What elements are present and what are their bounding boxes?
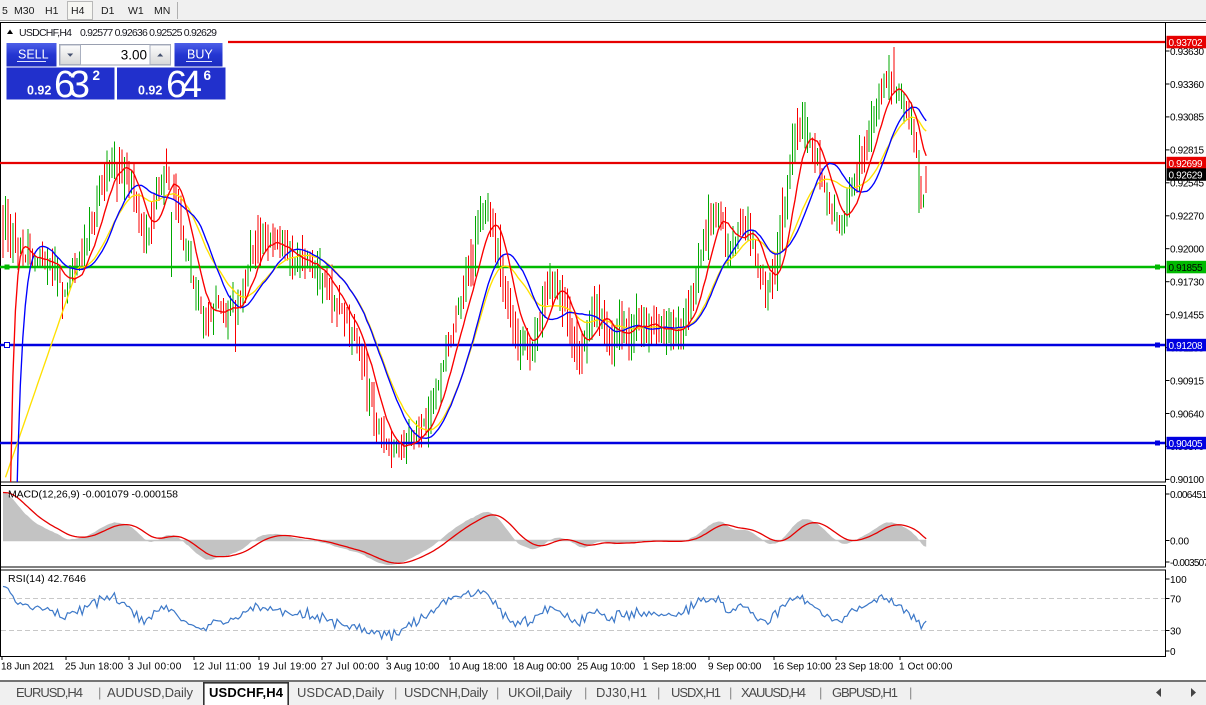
svg-text:RSI(14) 42.7646: RSI(14) 42.7646: [8, 573, 86, 585]
svg-text:H1: H1: [45, 5, 59, 17]
svg-text:USDX,H1: USDX,H1: [671, 685, 721, 700]
svg-text:0.90640: 0.90640: [1170, 409, 1204, 420]
svg-text:63: 63: [54, 64, 90, 106]
svg-text:USDCAD,Daily: USDCAD,Daily: [297, 685, 385, 700]
svg-text:3 Jul 00:00: 3 Jul 00:00: [128, 662, 182, 673]
svg-text:0.92: 0.92: [27, 84, 51, 98]
svg-text:|: |: [819, 685, 822, 700]
svg-text:6: 6: [204, 68, 212, 83]
svg-text:D1: D1: [101, 5, 115, 17]
svg-text:12 Jul 11:00: 12 Jul 11:00: [193, 662, 252, 673]
svg-text:0.90405: 0.90405: [1169, 439, 1203, 450]
svg-text:DJ30,H1: DJ30,H1: [596, 685, 647, 700]
svg-text:30: 30: [1170, 626, 1182, 637]
svg-text:1 Oct 00:00: 1 Oct 00:00: [899, 662, 953, 673]
svg-text:|: |: [909, 685, 912, 700]
svg-text:0.006451: 0.006451: [1170, 490, 1206, 501]
svg-text:0.92699: 0.92699: [1169, 159, 1203, 170]
svg-text:H4: H4: [71, 5, 85, 17]
svg-text:USDCNH,Daily: USDCNH,Daily: [404, 685, 489, 700]
svg-text:0.91455: 0.91455: [1170, 310, 1204, 321]
svg-text:19 Jul 19:00: 19 Jul 19:00: [258, 662, 317, 673]
svg-text:0.93085: 0.93085: [1170, 113, 1204, 124]
svg-text:64: 64: [166, 64, 202, 106]
svg-text:USDCHF,H4: USDCHF,H4: [209, 685, 284, 700]
svg-text:10 Aug 18:00: 10 Aug 18:00: [449, 662, 508, 673]
svg-text:0.90915: 0.90915: [1170, 376, 1204, 387]
svg-text:0.00: 0.00: [1170, 536, 1189, 547]
svg-text:0.91208: 0.91208: [1169, 341, 1203, 352]
svg-text:0: 0: [1170, 647, 1176, 658]
svg-text:3 Aug 10:00: 3 Aug 10:00: [386, 662, 440, 673]
svg-text:23 Sep 18:00: 23 Sep 18:00: [835, 662, 894, 673]
svg-text:5: 5: [2, 5, 8, 17]
svg-text:USDCHF,H4: USDCHF,H4: [19, 27, 72, 39]
svg-text:0.92270: 0.92270: [1170, 212, 1204, 223]
svg-text:18 Aug 00:00: 18 Aug 00:00: [513, 662, 572, 673]
svg-text:GBPUSD,H1: GBPUSD,H1: [832, 685, 898, 700]
svg-text:|: |: [584, 685, 587, 700]
svg-text:0.92: 0.92: [138, 84, 162, 98]
svg-text:25 Aug 10:00: 25 Aug 10:00: [577, 662, 636, 673]
svg-text:2: 2: [93, 68, 101, 83]
svg-text:SELL: SELL: [18, 48, 49, 62]
svg-text:|: |: [496, 685, 499, 700]
svg-text:18 Jun 2021: 18 Jun 2021: [1, 662, 55, 673]
svg-text:BUY: BUY: [187, 48, 213, 62]
svg-text:0.92815: 0.92815: [1170, 146, 1204, 157]
svg-text:9 Sep 00:00: 9 Sep 00:00: [708, 662, 762, 673]
svg-text:AUDUSD,Daily: AUDUSD,Daily: [107, 685, 194, 700]
svg-text:M30: M30: [14, 5, 35, 17]
svg-text:EURUSD,H4: EURUSD,H4: [16, 685, 83, 700]
svg-text:0.92577 0.92636 0.92525 0.9262: 0.92577 0.92636 0.92525 0.92629: [80, 27, 217, 39]
svg-text:|: |: [98, 685, 101, 700]
svg-text:27 Jul 00:00: 27 Jul 00:00: [321, 662, 380, 673]
svg-text:1 Sep 18:00: 1 Sep 18:00: [643, 662, 697, 673]
svg-text:100: 100: [1170, 575, 1187, 586]
svg-text:XAUUSD,H4: XAUUSD,H4: [741, 685, 806, 700]
svg-text:25 Jun 18:00: 25 Jun 18:00: [65, 662, 124, 673]
svg-text:0.91855: 0.91855: [1169, 263, 1203, 274]
svg-text:3.00: 3.00: [121, 48, 147, 63]
svg-text:0.92629: 0.92629: [1169, 170, 1203, 181]
svg-text:70: 70: [1170, 594, 1182, 605]
svg-text:0.92000: 0.92000: [1170, 245, 1204, 256]
svg-text:0.93630: 0.93630: [1170, 47, 1204, 58]
svg-text:0.91730: 0.91730: [1170, 278, 1204, 289]
svg-text:0.92545: 0.92545: [1170, 179, 1204, 190]
svg-text:MACD(12,26,9) -0.001079 -0.000: MACD(12,26,9) -0.001079 -0.000158: [8, 489, 178, 501]
svg-text:W1: W1: [128, 5, 144, 17]
svg-text:|: |: [729, 685, 732, 700]
svg-text:MN: MN: [154, 5, 170, 17]
svg-text:0.93702: 0.93702: [1169, 38, 1203, 49]
svg-text:0.90100: 0.90100: [1170, 475, 1204, 486]
svg-text:|: |: [657, 685, 660, 700]
svg-text:16 Sep 10:00: 16 Sep 10:00: [773, 662, 832, 673]
svg-text:0.93360: 0.93360: [1170, 80, 1204, 91]
svg-text:|: |: [394, 685, 397, 700]
svg-text:-0.003507: -0.003507: [1170, 558, 1206, 569]
svg-text:UKOil,Daily: UKOil,Daily: [508, 685, 573, 700]
